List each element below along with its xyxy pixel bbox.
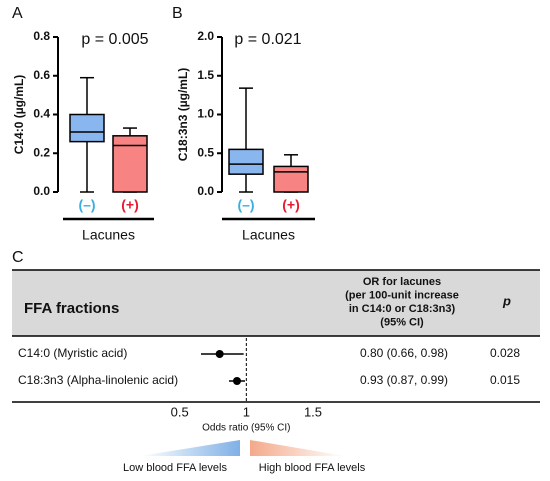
box [273, 165, 309, 193]
column-header: in C14:0 or C18:3n3) [349, 303, 456, 315]
x-axis-label: Lacunes [242, 227, 295, 243]
legend-label: Low blood FFA levels [123, 462, 227, 474]
p-value: 0.028 [490, 346, 520, 360]
column-header: p [502, 293, 511, 308]
p-value: 0.015 [490, 373, 520, 387]
panel-label: C [12, 249, 24, 266]
or-point [215, 350, 224, 358]
x-tick-label: 1 [243, 404, 250, 419]
box [228, 148, 264, 175]
chart-title: p = 0.005 [81, 31, 148, 48]
legend-label: High blood FFA levels [259, 462, 366, 474]
low-wedge [140, 440, 240, 456]
y-tick-label: 0.2 [33, 145, 50, 159]
row-label: C18:3n3 (Alpha-linolenic acid) [18, 373, 178, 387]
table-header [12, 270, 540, 336]
x-axis-label: Lacunes [82, 227, 135, 243]
y-axis-label: C18:3n3 (µg/mL) [176, 68, 190, 162]
x-tick-label: (+) [282, 197, 300, 213]
x-axis-label: Odds ratio (95% CI) [202, 423, 290, 434]
panel-label: B [172, 5, 183, 22]
column-header: (per 100-unit increase [345, 289, 459, 301]
y-axis-label: C14:0 (µg/mL) [12, 75, 26, 155]
y-tick-label: 0.0 [197, 184, 214, 198]
x-tick-label: 1.5 [304, 404, 322, 419]
y-tick-label: 1.5 [197, 68, 214, 82]
y-tick-label: 0.8 [33, 29, 50, 43]
panel-label: A [12, 5, 23, 22]
chart-title: p = 0.021 [234, 31, 301, 48]
row-label: C14:0 (Myristic acid) [18, 346, 127, 360]
y-tick-label: 2.0 [197, 29, 214, 43]
x-tick-label: (+) [121, 197, 139, 213]
x-tick-label: (–) [237, 197, 254, 213]
or-value: 0.93 (0.87, 0.99) [360, 373, 448, 387]
column-header: (95% CI) [380, 316, 424, 328]
y-tick-label: 0.5 [197, 145, 214, 159]
y-tick-label: 0.4 [33, 107, 50, 121]
column-header: FFA fractions [24, 300, 119, 317]
column-header: OR for lacunes [363, 276, 441, 288]
y-tick-label: 0.0 [33, 184, 50, 198]
x-tick-label: (–) [78, 197, 95, 213]
y-tick-label: 0.6 [33, 68, 50, 82]
high-wedge [250, 440, 345, 456]
x-tick-label: 0.5 [171, 404, 189, 419]
box [69, 113, 105, 143]
or-value: 0.80 (0.66, 0.98) [360, 346, 448, 360]
box [112, 135, 148, 193]
or-point [233, 377, 241, 385]
y-tick-label: 1.0 [197, 107, 214, 121]
